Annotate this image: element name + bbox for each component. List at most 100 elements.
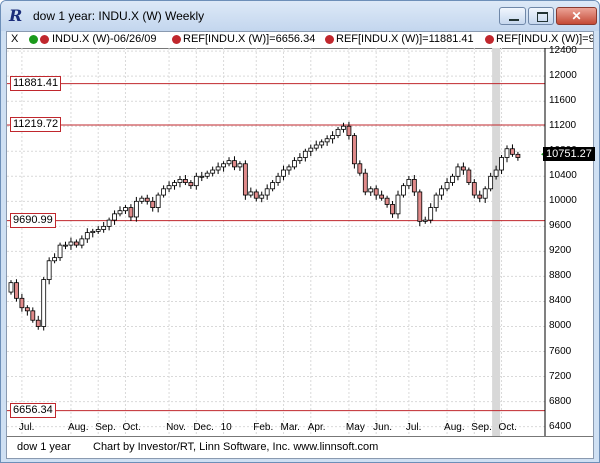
close-icon: ✕ (571, 9, 582, 23)
candle-body (177, 179, 183, 183)
candle-body (482, 188, 488, 199)
close-button[interactable]: ✕ (556, 7, 597, 25)
candle-body (292, 160, 297, 168)
candle-body (161, 188, 167, 196)
legend-item[interactable]: REF[INDU.X (W)]=6656.34 (183, 33, 316, 45)
candle-body (477, 194, 483, 199)
maximize-icon (537, 12, 548, 22)
candle-body (264, 188, 270, 196)
candle-body (510, 148, 515, 155)
candle-body (57, 244, 63, 259)
candle-body (433, 194, 439, 208)
reference-value-label: 6656.34 (10, 402, 56, 418)
candle-body (319, 141, 325, 146)
x-tick-label: Jun. (373, 422, 393, 433)
red-dot-icon (325, 35, 334, 44)
red-dot-icon (172, 35, 181, 44)
candle-body (286, 166, 292, 171)
y-tick-label: 8000 (549, 320, 572, 332)
candle-body (417, 191, 423, 222)
candle-body (123, 207, 128, 212)
candle-body (63, 244, 68, 247)
green-dot-icon (29, 35, 38, 44)
legend-close-icon[interactable]: X (11, 33, 19, 45)
x-tick-label: 10 (220, 422, 232, 433)
window-title: dow 1 year: INDU.X (W) Weekly (33, 9, 205, 23)
candle-body (221, 163, 226, 168)
x-tick-label: Dec. (193, 422, 214, 433)
status-left: dow 1 year (17, 441, 71, 453)
candle-body (390, 204, 395, 215)
candle-body (14, 282, 19, 299)
candle-body (248, 191, 254, 196)
legend-bar: X INDU.X (W)-06/26/09 REF[INDU.X (W)]=66… (7, 32, 593, 49)
candle-body (455, 166, 461, 177)
minimize-icon (509, 19, 519, 21)
red-dot-icon (40, 35, 49, 44)
maximize-button[interactable] (528, 7, 554, 25)
candle-body (128, 207, 134, 218)
candle-body (139, 197, 145, 202)
candle-body (275, 175, 281, 183)
legend-item[interactable]: REF[INDU.X (W)]=9 (496, 33, 593, 45)
candle-body (466, 169, 472, 183)
candle-body (95, 229, 101, 232)
minimize-button[interactable] (499, 7, 526, 25)
candle-body (444, 182, 450, 190)
x-tick-label: Mar. (280, 422, 300, 433)
candle-body (422, 219, 428, 222)
candle-body (183, 179, 188, 183)
candle-body (52, 257, 58, 262)
candle-body (215, 166, 221, 171)
candle-body (308, 147, 314, 152)
candle-body (406, 179, 412, 187)
y-tick-label: 12400 (549, 45, 577, 57)
legend-item[interactable]: INDU.X (W)-06/26/09 (52, 33, 157, 45)
candle-body (253, 191, 259, 199)
reference-value-label: 11881.41 (10, 75, 62, 91)
y-tick-label: 6800 (549, 395, 572, 407)
x-tick-label: Jul. (405, 422, 422, 433)
candle-body (101, 225, 107, 230)
candle-body (84, 232, 90, 240)
y-tick-label: 9200 (549, 245, 572, 257)
candle-body (330, 135, 335, 140)
candle-body (204, 172, 210, 177)
price-chart[interactable] (7, 48, 547, 436)
candle-body (384, 197, 390, 205)
reference-value-label: 9690.99 (10, 212, 56, 228)
highlight-column (492, 48, 501, 436)
candle-body (155, 194, 161, 208)
candle-body (35, 319, 41, 327)
y-tick-label: 6400 (549, 420, 572, 432)
candle-body (302, 150, 308, 158)
candle-body (499, 157, 504, 171)
x-tick-label: Feb. (253, 422, 274, 433)
legend-item[interactable]: REF[INDU.X (W)]=11881.41 (336, 33, 474, 45)
candle-body (368, 188, 374, 193)
candle-body (270, 182, 276, 190)
candle-body (199, 175, 205, 178)
x-tick-label: Aug. (444, 422, 465, 433)
candle-body (259, 194, 265, 199)
candle-body (357, 163, 363, 174)
candle-body (515, 153, 521, 158)
candle-body (401, 185, 406, 196)
candle-body (193, 175, 199, 187)
candle-body (379, 194, 385, 199)
title-bar[interactable]: R dow 1 year: INDU.X (W) Weekly ✕ (1, 1, 599, 31)
candle-body (242, 163, 248, 196)
candle-body (46, 260, 52, 280)
candle-body (335, 128, 341, 137)
x-tick-label: Nov. (166, 422, 186, 433)
candle-body (237, 163, 243, 168)
candle-body (351, 135, 357, 165)
candle-body (19, 297, 25, 309)
candle-body (150, 200, 156, 208)
candle-body (428, 207, 434, 221)
candle-body (24, 307, 30, 312)
candle-body (112, 213, 117, 221)
last-price-label: 10751.27 (543, 147, 595, 162)
candle-body (504, 148, 510, 158)
candle-body (188, 182, 194, 187)
